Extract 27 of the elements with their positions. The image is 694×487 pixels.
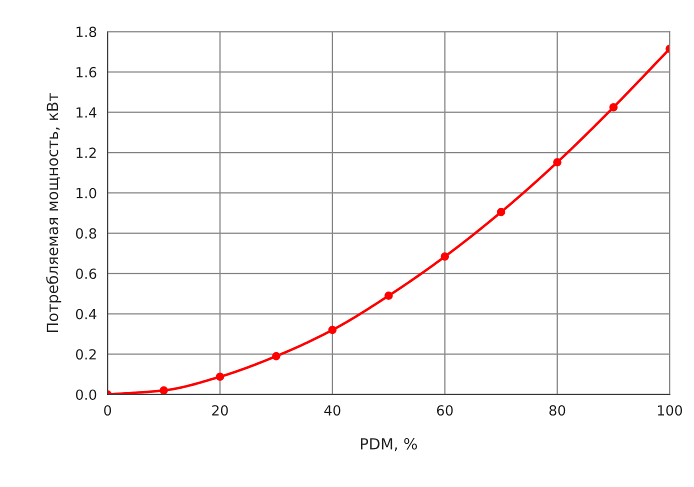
point [272,352,280,360]
point [216,372,224,381]
y-tick-label: 1.4 [76,107,96,118]
x-tick-label: 60 [436,405,453,416]
point [496,208,506,216]
y-tick-label: 1.2 [76,148,96,158]
point [384,292,393,300]
x-tick-label: 40 [324,405,340,416]
x-axis-title: PDM, % [360,438,417,452]
y-tick-label: 0.4 [76,308,96,320]
y-tick-label: 1.6 [76,66,96,78]
point [609,103,618,112]
y-tick-label: 1.0 [76,188,96,198]
x-tick-label: 100 [658,405,682,416]
y-tick-label: 1.8 [76,26,96,38]
x-tick-label: 0 [104,405,112,416]
y-tick-label: 0.2 [76,349,96,360]
x-tick-label: 20 [212,405,228,416]
y-axis-title: Потребляемая мощность, кВт [46,93,62,332]
y-tick-label: 0.0 [76,389,96,400]
x-tick-label: 80 [549,405,566,416]
y-tick-label: 0.8 [76,228,96,239]
point [160,386,168,394]
y-tick-label: 0.6 [76,268,96,280]
point [553,158,562,166]
point [328,326,337,334]
point [440,252,450,261]
